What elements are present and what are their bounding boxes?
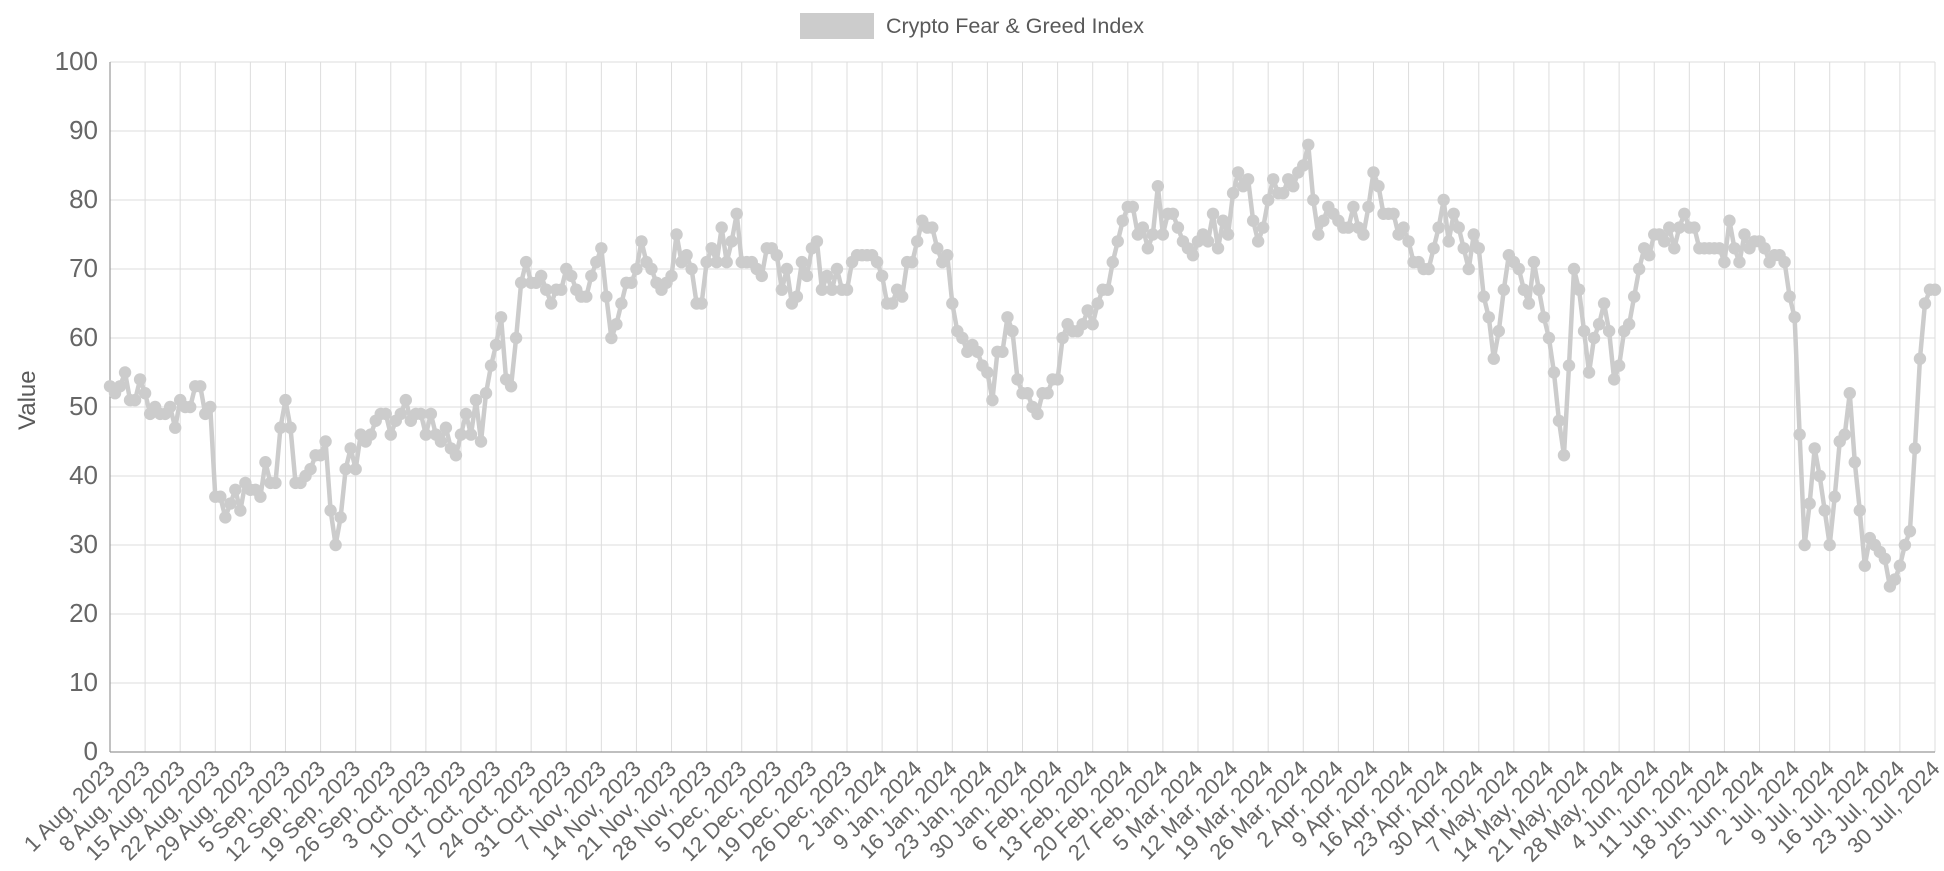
svg-text:30: 30: [69, 529, 98, 559]
svg-text:10: 10: [69, 667, 98, 697]
svg-text:70: 70: [69, 253, 98, 283]
svg-text:90: 90: [69, 115, 98, 145]
svg-text:50: 50: [69, 391, 98, 421]
svg-text:80: 80: [69, 184, 98, 214]
svg-text:40: 40: [69, 460, 98, 490]
svg-text:20: 20: [69, 598, 98, 628]
svg-text:60: 60: [69, 322, 98, 352]
svg-text:100: 100: [55, 46, 98, 76]
